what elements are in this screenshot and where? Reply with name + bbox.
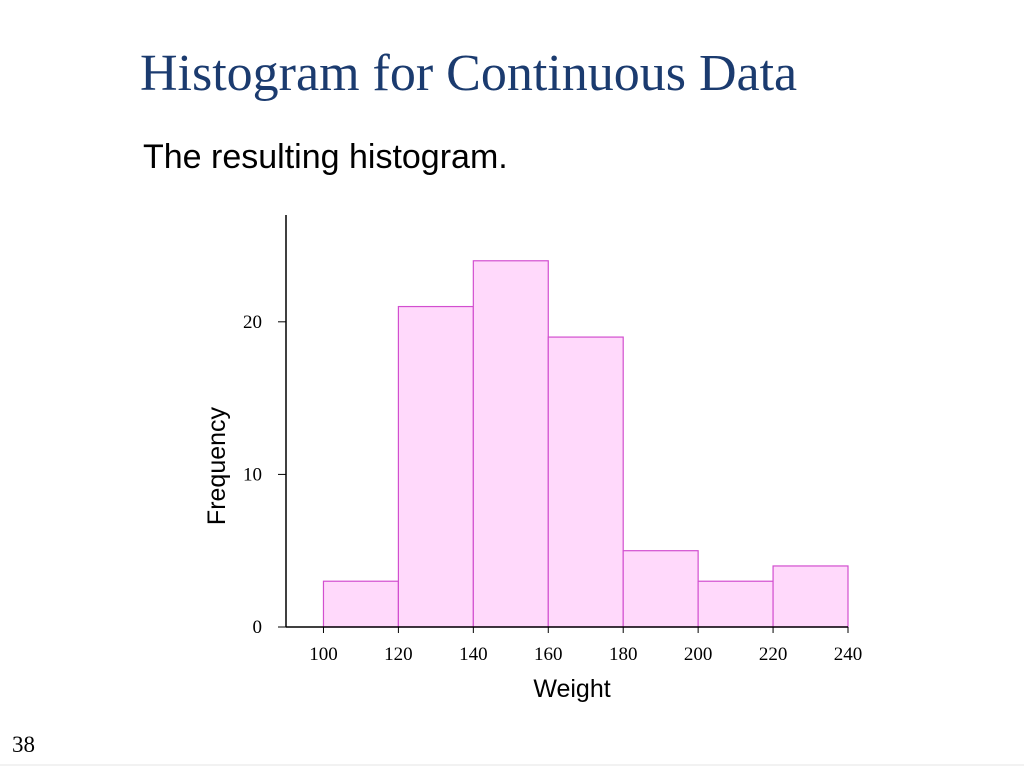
bar: [772, 565, 849, 628]
bar: [322, 580, 400, 628]
x-axis-label: Weight: [533, 675, 610, 703]
x-tick-label: 160: [534, 644, 563, 665]
bar: [472, 260, 549, 628]
y-axis-label: Frequency: [203, 406, 231, 525]
x-tick-label: 200: [684, 644, 713, 665]
slide-subtitle: The resulting histogram.: [143, 138, 508, 176]
x-tick-label: 180: [609, 644, 638, 665]
x-tick-label: 120: [384, 644, 413, 665]
x-tick-label: 100: [309, 644, 338, 665]
chart: 0 10 20 100 120 140 160 180 200 220 240 Weight Frequ…: [203, 215, 862, 703]
y-tick-label: 0: [253, 617, 263, 638]
x-tick-label: 220: [759, 644, 788, 665]
slide-title: Histogram for Continuous Data: [140, 45, 797, 102]
y-tick-label: 10: [243, 464, 262, 485]
bar: [622, 550, 699, 628]
x-tick-label: 140: [459, 644, 488, 665]
bar: [397, 305, 474, 628]
bar: [547, 336, 624, 628]
y-tick-label: 20: [243, 312, 262, 333]
x-tick-label: 240: [834, 644, 863, 665]
bar: [697, 580, 774, 628]
page-number: 38: [12, 732, 35, 757]
